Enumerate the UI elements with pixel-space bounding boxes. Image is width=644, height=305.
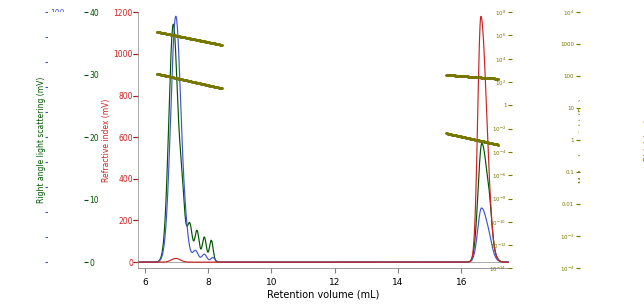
Y-axis label: Molecular weight (Da): Molecular weight (Da) <box>579 98 588 183</box>
Y-axis label: Refractive index (mV): Refractive index (mV) <box>102 99 111 182</box>
X-axis label: Retention volume (mL): Retention volume (mL) <box>267 290 380 300</box>
Y-axis label: Right angle light scattering (mV): Right angle light scattering (mV) <box>37 77 46 203</box>
